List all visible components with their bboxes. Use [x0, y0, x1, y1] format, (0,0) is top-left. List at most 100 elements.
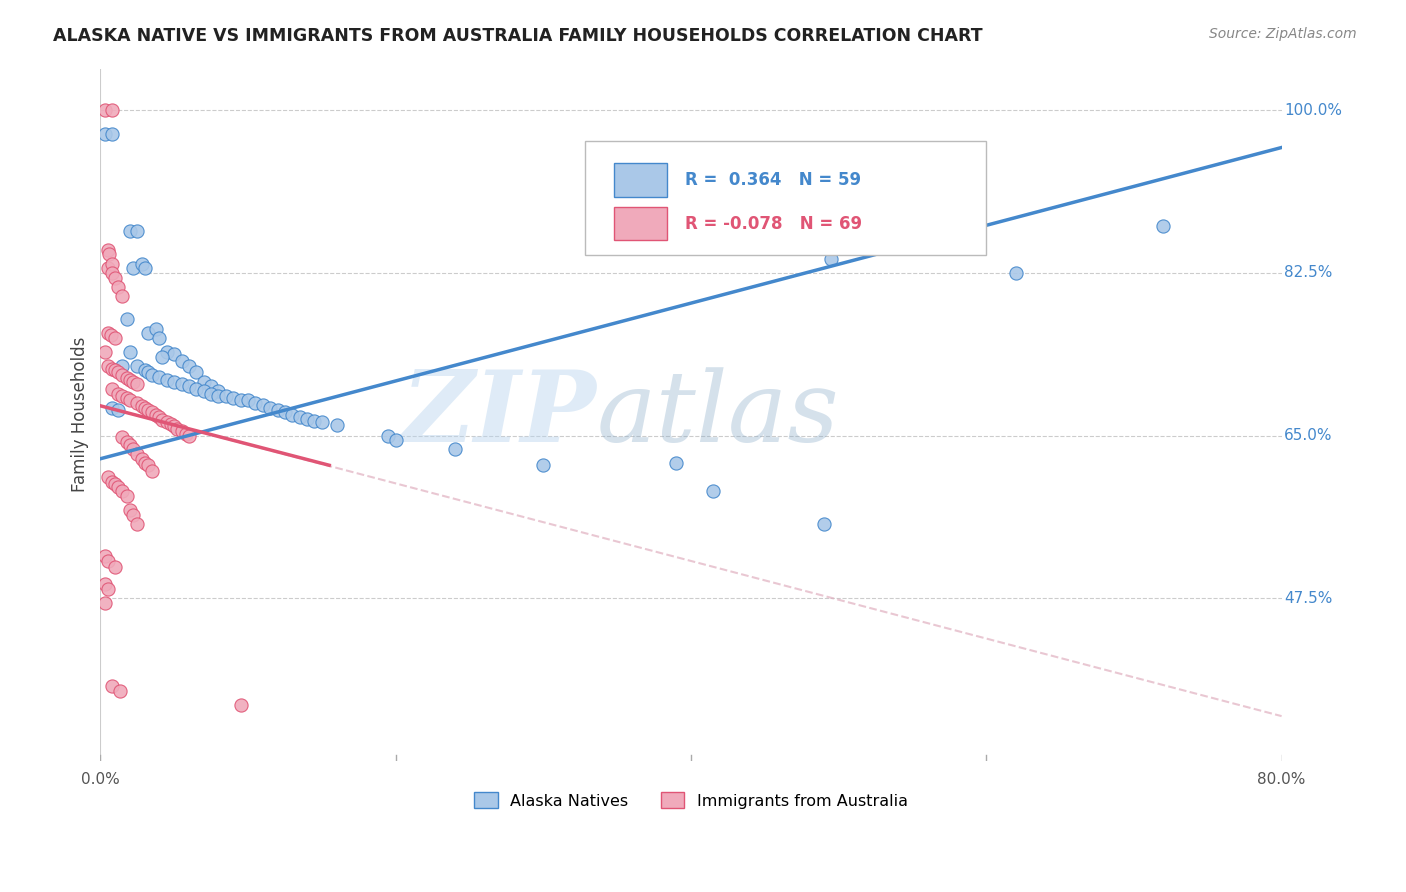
Point [160, 417, 183, 432]
Point [1004, 266, 1026, 280]
Point [156, 345, 179, 359]
Point [127, 359, 149, 373]
Point [104, 363, 127, 377]
Point [97, 582, 120, 596]
Point [111, 430, 134, 444]
Point [150, 350, 173, 364]
Point [145, 321, 167, 335]
Point [163, 419, 186, 434]
Text: R =  0.364   N = 59: R = 0.364 N = 59 [685, 171, 862, 189]
Point [101, 361, 124, 376]
Point [1153, 219, 1175, 234]
Point [97, 326, 120, 341]
Point [118, 438, 141, 452]
Point [127, 516, 149, 531]
Point [101, 127, 124, 141]
Point [145, 408, 167, 422]
Point [200, 386, 222, 401]
Point [136, 365, 159, 379]
Point [207, 388, 229, 402]
Point [107, 386, 129, 401]
Point [111, 289, 134, 303]
Point [531, 458, 554, 473]
Point [111, 388, 134, 402]
Point [245, 396, 267, 410]
Point [384, 433, 406, 447]
Point [156, 415, 179, 429]
Text: 0.0%: 0.0% [82, 772, 120, 787]
Point [236, 393, 259, 408]
FancyBboxPatch shape [585, 141, 986, 255]
Point [215, 388, 238, 402]
Point [170, 424, 193, 438]
Text: 65.0%: 65.0% [1284, 428, 1333, 443]
Point [121, 442, 143, 457]
Point [115, 312, 138, 326]
Point [377, 428, 399, 442]
Point [118, 373, 141, 387]
Point [94, 103, 117, 118]
Point [665, 457, 688, 471]
Point [101, 257, 124, 271]
Point [288, 409, 311, 424]
Text: atlas: atlas [596, 367, 839, 462]
Point [131, 399, 153, 413]
Text: 82.5%: 82.5% [1284, 266, 1333, 280]
Point [104, 331, 127, 345]
Point [163, 347, 186, 361]
Point [136, 326, 159, 341]
Point [136, 403, 159, 417]
Point [166, 422, 188, 436]
Point [107, 402, 129, 417]
Point [104, 476, 127, 491]
Point [229, 393, 252, 408]
Point [170, 354, 193, 368]
Point [101, 382, 124, 396]
Text: ZIP: ZIP [402, 367, 596, 463]
Point [94, 549, 117, 564]
Point [136, 458, 159, 473]
Point [131, 257, 153, 271]
Point [97, 243, 120, 257]
Text: R = -0.078   N = 69: R = -0.078 N = 69 [685, 215, 862, 233]
Point [156, 373, 179, 387]
Point [97, 359, 120, 373]
Point [94, 345, 117, 359]
Point [186, 382, 208, 396]
Point [107, 280, 129, 294]
Point [229, 698, 252, 712]
Point [177, 359, 200, 373]
Text: Source: ZipAtlas.com: Source: ZipAtlas.com [1209, 27, 1357, 41]
Point [101, 401, 124, 415]
Point [281, 408, 304, 422]
Point [813, 516, 835, 531]
Point [121, 261, 143, 276]
Y-axis label: Family Households: Family Households [72, 337, 89, 492]
Point [118, 393, 141, 408]
Point [121, 375, 143, 389]
Point [118, 503, 141, 517]
Point [101, 266, 124, 280]
Point [141, 368, 163, 383]
Point [177, 379, 200, 393]
Point [115, 392, 138, 406]
Point [325, 418, 347, 433]
Point [127, 224, 149, 238]
Point [193, 384, 215, 398]
Point [94, 577, 117, 591]
Point [702, 484, 724, 499]
Point [98, 247, 121, 261]
Point [134, 363, 156, 377]
Point [107, 480, 129, 494]
Point [100, 328, 122, 343]
Point [222, 392, 245, 406]
Point [141, 405, 163, 419]
Point [259, 401, 281, 415]
Point [115, 435, 138, 450]
Point [148, 331, 170, 345]
Point [163, 375, 186, 389]
Point [111, 368, 134, 383]
Point [97, 554, 120, 568]
FancyBboxPatch shape [614, 207, 668, 240]
Point [295, 412, 318, 426]
